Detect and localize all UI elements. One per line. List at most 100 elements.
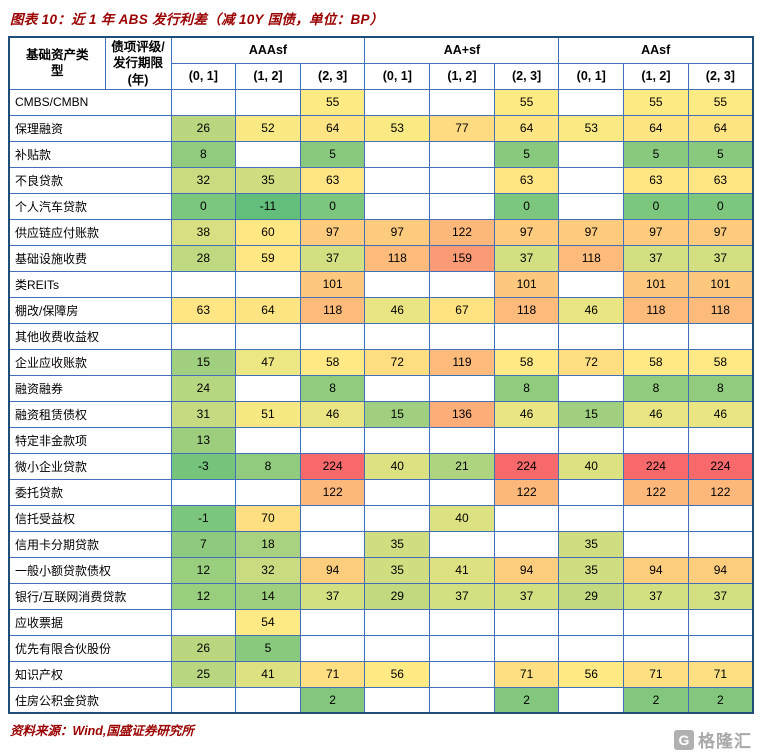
value-cell: [687, 426, 754, 454]
value-cell: 15: [558, 400, 625, 428]
value-cell: 5: [235, 634, 301, 662]
value-cell: 118: [623, 296, 689, 324]
value-cell: 94: [687, 556, 754, 584]
value-cell: [623, 608, 689, 636]
value-cell: [364, 192, 431, 220]
value-cell: 2: [493, 686, 560, 714]
value-cell: 118: [299, 296, 366, 324]
value-cell: [235, 140, 301, 168]
value-cell: 56: [558, 660, 625, 688]
value-cell: [364, 88, 431, 116]
table-body: CMBS/CMBN 55 55 55 55 保理融资 26 52 64 53 77 64 53 64 64 补…: [8, 88, 754, 714]
value-cell: 0: [687, 192, 754, 220]
value-cell: [493, 608, 560, 636]
value-cell: 40: [558, 452, 625, 480]
value-cell: 29: [364, 582, 431, 610]
value-cell: 37: [687, 244, 754, 272]
table-row: 其他收费收益权: [8, 322, 754, 350]
table-row: 供应链应付账款 38 60 97 97 122 97 97 97 97: [8, 218, 754, 246]
period-header: (1, 2]: [235, 62, 301, 90]
gelonghui-logo: G 格隆汇: [674, 727, 752, 752]
value-cell: [170, 88, 237, 116]
period-header: (0, 1]: [558, 62, 625, 90]
value-cell: 101: [687, 270, 754, 298]
value-cell: [558, 374, 625, 402]
asset-name-cell: 其他收费收益权: [8, 322, 172, 350]
period-header: (0, 1]: [364, 62, 431, 90]
value-cell: 46: [299, 400, 366, 428]
value-cell: 122: [623, 478, 689, 506]
value-cell: 101: [299, 270, 366, 298]
value-cell: 8: [170, 140, 237, 168]
value-cell: [558, 192, 625, 220]
value-cell: [429, 270, 495, 298]
value-cell: 94: [299, 556, 366, 584]
value-cell: 77: [429, 114, 495, 142]
value-cell: 2: [299, 686, 366, 714]
value-cell: 71: [493, 660, 560, 688]
value-cell: 97: [493, 218, 560, 246]
table-row: 银行/互联网消费贷款 12 14 37 29 37 37 29 37 37: [8, 582, 754, 610]
value-cell: 71: [687, 660, 754, 688]
value-cell: 25: [170, 660, 237, 688]
asset-name-cell: 一般小额贷款债权: [8, 556, 172, 584]
value-cell: [299, 608, 366, 636]
asset-name-cell: 融资租赁债权: [8, 400, 172, 428]
value-cell: [623, 530, 689, 558]
value-cell: [364, 140, 431, 168]
value-cell: [429, 634, 495, 662]
value-cell: 24: [170, 374, 237, 402]
value-cell: 58: [623, 348, 689, 376]
value-cell: 37: [623, 582, 689, 610]
value-cell: 8: [623, 374, 689, 402]
value-cell: [687, 634, 754, 662]
value-cell: 67: [429, 296, 495, 324]
value-cell: 26: [170, 634, 237, 662]
value-cell: 118: [493, 296, 560, 324]
value-cell: 122: [429, 218, 495, 246]
value-cell: 97: [687, 218, 754, 246]
asset-name-cell: 企业应收账款: [8, 348, 172, 376]
value-cell: [429, 374, 495, 402]
asset-name-cell: 类REITs: [8, 270, 172, 298]
period-header: (2, 3]: [299, 62, 366, 90]
value-cell: [623, 426, 689, 454]
value-cell: 118: [687, 296, 754, 324]
value-cell: [429, 322, 495, 350]
value-cell: 0: [623, 192, 689, 220]
value-cell: 53: [558, 114, 625, 142]
value-cell: 37: [429, 582, 495, 610]
value-cell: [235, 88, 301, 116]
table-row: 信托受益权 -1 70 40: [8, 504, 754, 532]
value-cell: 71: [623, 660, 689, 688]
value-cell: 97: [558, 218, 625, 246]
table-row: 知识产权 25 41 71 56 71 56 71 71: [8, 660, 754, 688]
value-cell: 0: [299, 192, 366, 220]
table-row: 优先有限合伙股份 26 5: [8, 634, 754, 662]
table-row: 基础设施收费 28 59 37 118 159 37 118 37 37: [8, 244, 754, 272]
value-cell: 58: [687, 348, 754, 376]
value-cell: 14: [235, 582, 301, 610]
table-row: 融资租赁债权 31 51 46 15 136 46 15 46 46: [8, 400, 754, 428]
value-cell: 52: [235, 114, 301, 142]
value-cell: 32: [235, 556, 301, 584]
period-header: (2, 3]: [687, 62, 754, 90]
value-cell: 55: [493, 88, 560, 116]
value-cell: 28: [170, 244, 237, 272]
asset-name-cell: 融资融券: [8, 374, 172, 402]
footer: 资料来源：Wind,国盛证券研究所: [8, 720, 754, 739]
value-cell: 18: [235, 530, 301, 558]
value-cell: [558, 634, 625, 662]
value-cell: 59: [235, 244, 301, 272]
asset-name-cell: 微小企业贷款: [8, 452, 172, 480]
value-cell: [429, 660, 495, 688]
value-cell: 224: [623, 452, 689, 480]
value-cell: 122: [299, 478, 366, 506]
value-cell: [364, 374, 431, 402]
value-cell: [429, 608, 495, 636]
value-cell: [170, 686, 237, 714]
table-row: 特定非金款项 13: [8, 426, 754, 454]
table-row: 一般小额贷款债权 12 32 94 35 41 94 35 94 94: [8, 556, 754, 584]
value-cell: 21: [429, 452, 495, 480]
table-row: 不良贷款 32 35 63 63 63 63: [8, 166, 754, 194]
